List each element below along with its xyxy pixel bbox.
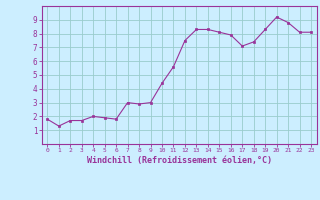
X-axis label: Windchill (Refroidissement éolien,°C): Windchill (Refroidissement éolien,°C) xyxy=(87,156,272,165)
